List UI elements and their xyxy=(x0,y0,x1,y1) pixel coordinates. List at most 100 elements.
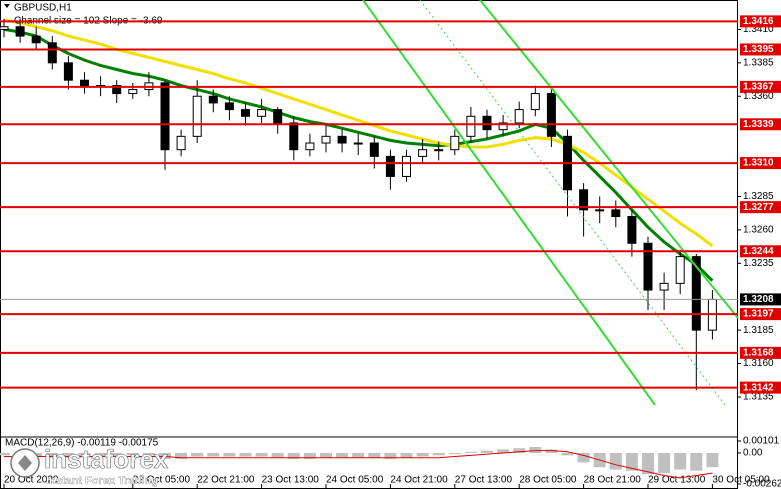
candle-body xyxy=(385,155,395,177)
y-tick-label: 1.3185 xyxy=(743,325,774,336)
x-tick-label: 24 Oct 21:00 xyxy=(390,475,448,486)
candle-body xyxy=(289,122,299,151)
macd-bar xyxy=(625,452,638,471)
candle-body xyxy=(257,109,267,117)
macd-bar xyxy=(545,449,558,453)
x-tick-label: 24 Oct 05:00 xyxy=(326,475,384,486)
macd-bar xyxy=(287,452,300,459)
candle-body xyxy=(659,282,669,291)
level-tag xyxy=(740,15,781,28)
level-label: 1.3310 xyxy=(743,158,774,169)
macd-tick-label: 0.00101 xyxy=(743,436,780,447)
macd-bar xyxy=(448,452,461,455)
macd-bar xyxy=(271,452,284,458)
candle-body xyxy=(434,149,444,152)
candle-body xyxy=(31,35,41,44)
moving-average xyxy=(3,27,714,282)
level-label: 1.3339 xyxy=(743,119,774,130)
candle-body xyxy=(208,95,218,104)
macd-bar xyxy=(191,452,204,457)
macd-bar xyxy=(255,452,268,457)
x-tick-label: 27 Oct 13:00 xyxy=(455,475,513,486)
plot-frame xyxy=(0,0,738,489)
macd-bar xyxy=(577,452,590,463)
channel-line xyxy=(479,0,739,319)
x-tick-label: 23 Oct 13:00 xyxy=(262,475,320,486)
candle-body xyxy=(450,135,460,151)
y-tick-label: 1.3235 xyxy=(743,258,774,269)
macd-bar xyxy=(175,452,188,459)
channel-line xyxy=(362,0,656,406)
candle-body xyxy=(611,209,621,218)
level-tag xyxy=(740,245,781,258)
candle-body xyxy=(595,209,605,212)
level-label: 1.3395 xyxy=(743,44,774,55)
y-tick-label: 1.3135 xyxy=(743,392,774,403)
macd-bar xyxy=(320,452,332,458)
macd-bar xyxy=(336,452,349,458)
level-label: 1.3244 xyxy=(743,246,774,257)
macd-bar xyxy=(368,452,381,458)
candle-body xyxy=(643,242,653,291)
macd-bar xyxy=(513,448,526,453)
macd-bar xyxy=(690,452,703,471)
candle-body xyxy=(514,109,524,124)
macd-bar xyxy=(142,452,155,456)
macd-bar xyxy=(126,452,139,456)
menu-triangle xyxy=(4,4,10,8)
macd-signal xyxy=(4,450,713,479)
macd-bar xyxy=(561,452,574,456)
level-tag xyxy=(740,157,781,170)
macd-bar xyxy=(658,452,671,474)
macd-bar xyxy=(62,452,75,458)
plot-area xyxy=(0,18,717,391)
candle-body xyxy=(418,149,428,157)
y-tick-label: 1.3160 xyxy=(743,358,774,369)
candle-body xyxy=(579,189,589,211)
watermark: instaforex Instant Forex Trading xyxy=(10,444,169,487)
macd-bar xyxy=(78,452,91,457)
level-label: 1.3416 xyxy=(743,16,774,27)
candle-body xyxy=(482,115,492,131)
macd-bar xyxy=(207,452,220,457)
last-price-label: 1.3208 xyxy=(743,294,774,305)
macd-bar xyxy=(432,452,445,456)
macd-bar xyxy=(529,447,542,453)
level-tag xyxy=(740,201,781,214)
candle-body xyxy=(353,142,363,145)
watermark-brand: instaforex xyxy=(44,444,169,474)
watermark-slogan: Instant Forex Trading xyxy=(46,475,158,487)
level-label: 1.3367 xyxy=(743,82,774,93)
macd-bar xyxy=(706,452,719,468)
macd-bar xyxy=(642,452,654,475)
candle-body xyxy=(321,135,331,144)
candle-body xyxy=(305,142,315,151)
macd-tick-label: 0.00 xyxy=(743,448,763,459)
level-tag xyxy=(740,118,781,131)
macd-bar xyxy=(609,452,622,470)
macd-label: MACD(12,26,9) -0.00119 -0.00175 xyxy=(5,438,159,449)
x-tick-label: 30 Oct 05:00 xyxy=(712,475,770,486)
candle-body xyxy=(0,26,9,30)
macd-bar xyxy=(400,452,413,458)
candle-body xyxy=(691,256,701,331)
macd-bar xyxy=(384,452,397,459)
macd-bar xyxy=(159,452,171,459)
candle-body xyxy=(112,85,122,95)
level-tag xyxy=(740,43,781,56)
x-tick-label: 28 Oct 05:00 xyxy=(519,475,577,486)
macd-bar xyxy=(352,452,365,458)
candle-body xyxy=(498,122,508,131)
candle-body xyxy=(627,216,637,244)
macd-bar xyxy=(239,452,252,457)
level-label: 1.3277 xyxy=(743,202,774,213)
candle-body xyxy=(402,155,411,177)
level-label: 1.3197 xyxy=(743,309,774,320)
x-tick-label: 29 Oct 13:00 xyxy=(648,475,706,486)
y-tick-label: 1.3260 xyxy=(743,225,774,236)
macd-bar xyxy=(0,452,10,456)
y-tick-label: 1.3285 xyxy=(743,191,774,202)
moving-average xyxy=(3,18,714,248)
macd-bar xyxy=(223,452,236,457)
macd-bar xyxy=(481,450,493,453)
